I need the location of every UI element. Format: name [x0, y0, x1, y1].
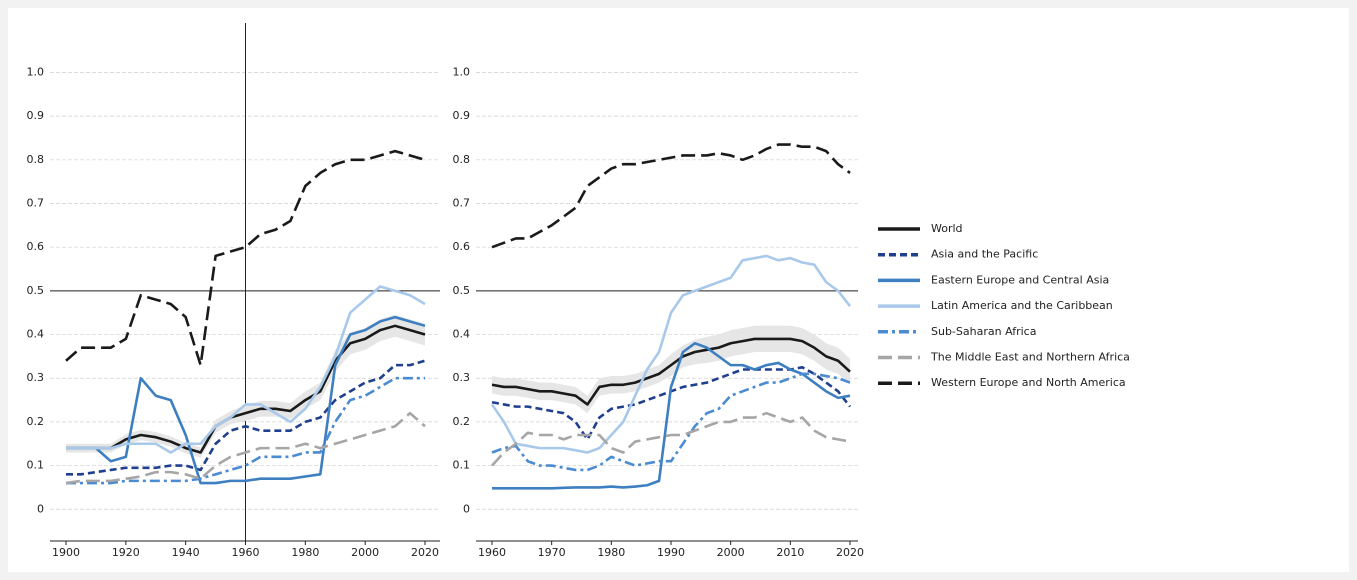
x-tick-label: 1960 — [232, 546, 260, 559]
x-tick-label: 1960 — [478, 546, 506, 559]
y-tick-label: 0.1 — [453, 459, 471, 472]
legend-label: World — [931, 222, 963, 235]
series-line — [65, 315, 426, 485]
series-line — [491, 337, 851, 406]
series-line — [65, 411, 426, 485]
y-tick-label: 0.1 — [27, 459, 45, 472]
y-tick-label: 0.4 — [453, 328, 471, 341]
y-tick-label: 0.9 — [27, 109, 45, 122]
legend-label: Asia and the Pacific — [931, 248, 1038, 261]
x-tick-label: 2010 — [776, 546, 804, 559]
y-tick-label: 0.8 — [27, 153, 45, 166]
y-tick-label: 1.0 — [453, 65, 471, 78]
y-tick-label: 0.8 — [453, 153, 471, 166]
y-tick-label: 0.6 — [27, 240, 45, 253]
y-tick-label: 0.2 — [453, 415, 471, 428]
series-line — [65, 359, 426, 476]
legend-label: Eastern Europe and Central Asia — [931, 273, 1109, 286]
x-tick-label: 1940 — [172, 546, 200, 559]
series-line — [490, 254, 852, 454]
y-tick-label: 0.3 — [453, 371, 471, 384]
x-tick-label: 2000 — [351, 546, 379, 559]
x-tick-label: 2000 — [717, 546, 745, 559]
x-tick-label: 1980 — [597, 546, 625, 559]
series-line — [65, 285, 426, 454]
y-tick-label: 0.7 — [453, 197, 471, 210]
series-line — [491, 411, 851, 467]
series-line — [491, 372, 851, 472]
y-tick-label: 1.0 — [27, 65, 45, 78]
chart: 0 0.1 0.2 0.3 0.4 0.5 0.6 0.7 0.8 0.9 1.0 1900 1920 1… — [27, 23, 1130, 559]
y-tick-label: 0.2 — [27, 415, 45, 428]
series-line — [65, 324, 426, 454]
x-tick-label: 1900 — [52, 546, 80, 559]
confidence-band — [491, 325, 851, 414]
x-tick-label: 1920 — [112, 546, 140, 559]
y-tick-label: 0.5 — [453, 284, 471, 297]
y-tick-label: 0.9 — [453, 109, 471, 122]
legend-label: The Middle East and Northern Africa — [930, 351, 1130, 364]
y-tick-label: 0.4 — [27, 328, 45, 341]
y-tick-label: 0.3 — [27, 371, 45, 384]
x-tick-label: 2020 — [836, 546, 864, 559]
series-line — [65, 149, 426, 367]
legend-label: Western Europe and North America — [931, 376, 1126, 389]
x-tick-label: 1980 — [291, 546, 319, 559]
y-tick-label: 0.5 — [27, 284, 45, 297]
x-tick-label: 1990 — [657, 546, 685, 559]
confidence-band — [65, 314, 426, 458]
x-tick-label: 2020 — [411, 546, 439, 559]
y-tick-label: 0.6 — [453, 240, 471, 253]
page: 0 0.1 0.2 0.3 0.4 0.5 0.6 0.7 0.8 0.9 1.0 1900 1920 1… — [8, 8, 1349, 572]
y-tick-label: 0 — [37, 502, 44, 515]
legend-label: Sub-Saharan Africa — [931, 325, 1036, 338]
y-tick-label: 0 — [463, 502, 470, 515]
series-line — [491, 341, 851, 490]
x-tick-label: 1970 — [538, 546, 566, 559]
series-line — [491, 143, 851, 249]
legend-label: Latin America and the Caribbean — [931, 299, 1113, 312]
y-tick-label: 0.7 — [27, 197, 45, 210]
